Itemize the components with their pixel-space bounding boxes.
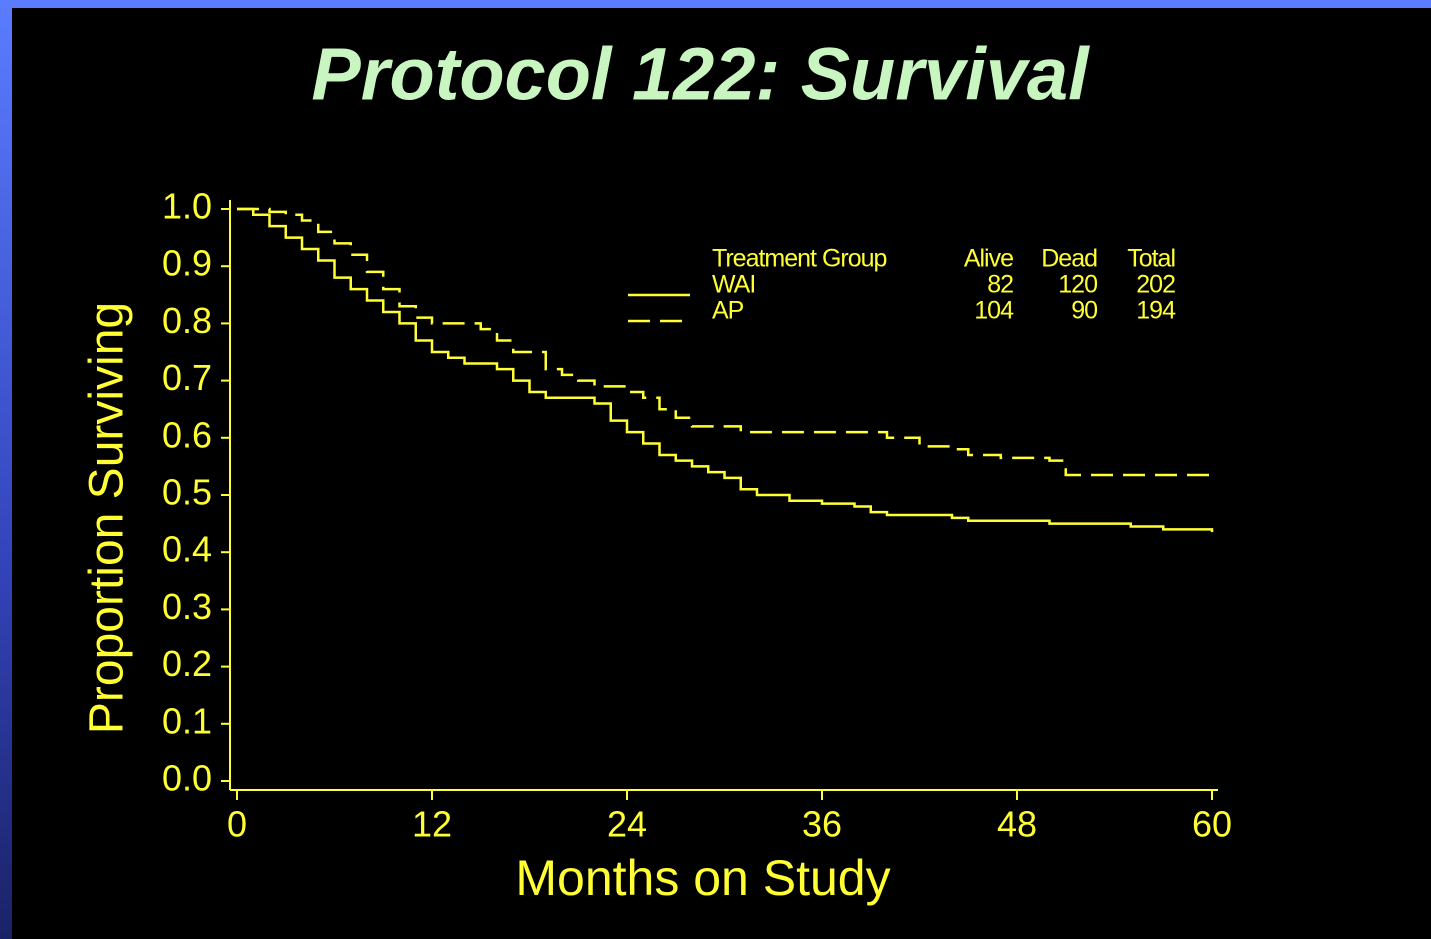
y-tick-label: 0.0 (162, 758, 212, 799)
legend-dead: 90 (1071, 297, 1097, 325)
legend-dead: 120 (1058, 271, 1097, 299)
y-tick-label: 0.5 (162, 472, 212, 513)
y-tick-label: 0.8 (162, 300, 212, 341)
legend-label: WAI (712, 271, 755, 299)
x-tick-label: 24 (607, 804, 647, 845)
legend-header: Treatment Group (712, 245, 887, 273)
y-tick-label: 0.3 (162, 586, 212, 627)
y-tick-label: 1.0 (162, 186, 212, 227)
y-tick-label: 0.1 (162, 700, 212, 741)
x-tick-label: 36 (802, 804, 842, 845)
survival-line (237, 207, 1212, 477)
y-tick-label: 0.7 (162, 357, 212, 398)
panel (12, 8, 1431, 939)
legend-label: AP (712, 297, 744, 325)
x-axis-label: Months on Study (515, 850, 890, 906)
legend-alive: 104 (974, 297, 1014, 325)
x-tick-label: 60 (1192, 804, 1232, 845)
legend-header: Dead (1041, 245, 1097, 273)
chart-title: Protocol 122: Survival (311, 33, 1090, 116)
y-tick-label: 0.4 (162, 529, 212, 570)
legend-header: Alive (964, 245, 1013, 273)
legend-header: Total (1127, 245, 1175, 273)
y-axis-label: Proportion Surviving (81, 302, 134, 734)
x-tick-label: 48 (997, 804, 1037, 845)
survival-line (237, 207, 1214, 533)
x-tick-label: 0 (227, 804, 247, 845)
legend-total: 194 (1136, 297, 1176, 325)
y-tick-label: 0.9 (162, 243, 212, 284)
legend-alive: 82 (987, 271, 1013, 299)
legend-total: 202 (1136, 271, 1175, 299)
y-tick-label: 0.6 (162, 414, 212, 455)
y-tick-label: 0.2 (162, 643, 212, 684)
x-tick-label: 12 (412, 804, 452, 845)
